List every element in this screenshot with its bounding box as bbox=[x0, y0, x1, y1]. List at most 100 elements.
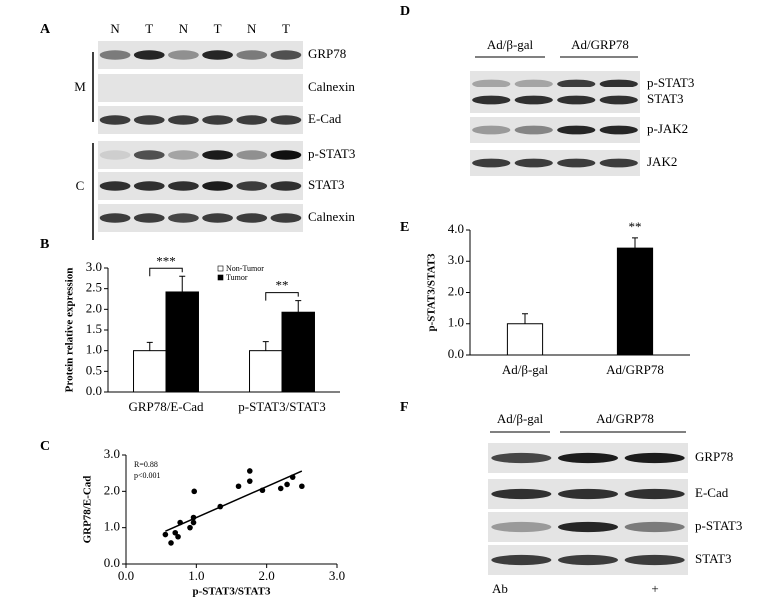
band bbox=[491, 521, 552, 533]
panel-letter: D bbox=[400, 4, 410, 19]
y-tick-label: 1.0 bbox=[104, 519, 120, 534]
trend-line bbox=[165, 470, 303, 532]
panel-letter: E bbox=[400, 220, 409, 235]
y-tick-label: 0.0 bbox=[86, 383, 102, 398]
band bbox=[514, 158, 553, 168]
point bbox=[259, 487, 266, 494]
lane-label: T bbox=[214, 21, 222, 36]
band bbox=[99, 181, 131, 191]
band bbox=[472, 95, 511, 105]
band bbox=[133, 150, 165, 160]
row-label: p-STAT3 bbox=[308, 146, 355, 161]
blot-strip bbox=[98, 74, 303, 102]
legend-swatch bbox=[217, 274, 224, 281]
band bbox=[557, 158, 596, 168]
y-axis-label: Protein relative expression bbox=[64, 268, 76, 393]
band bbox=[558, 554, 618, 566]
band bbox=[599, 79, 638, 89]
annotation: p<0.001 bbox=[134, 471, 161, 480]
blot-strip bbox=[98, 172, 303, 200]
band bbox=[202, 50, 233, 60]
x-tick-label: p-STAT3/STAT3 bbox=[238, 399, 325, 414]
sig-bracket bbox=[149, 267, 183, 277]
band bbox=[514, 79, 553, 89]
panel-letter: B bbox=[40, 237, 49, 252]
row-label: STAT3 bbox=[308, 177, 345, 192]
lane-label: T bbox=[282, 21, 290, 36]
x-tick-label: 1.0 bbox=[188, 568, 204, 583]
x-axis-label: p-STAT3/STAT3 bbox=[192, 586, 271, 598]
bar bbox=[281, 311, 315, 393]
band bbox=[236, 115, 268, 125]
x-tick-label: GRP78/E-Cad bbox=[128, 399, 204, 414]
fraction-label: M bbox=[74, 79, 86, 94]
lane-label: N bbox=[247, 21, 257, 36]
row-label: STAT3 bbox=[695, 551, 732, 566]
y-tick-label: 4.0 bbox=[448, 221, 464, 236]
error-bar bbox=[522, 313, 528, 324]
band bbox=[168, 150, 199, 160]
blot-strip bbox=[98, 141, 303, 169]
band bbox=[99, 50, 131, 60]
band bbox=[133, 181, 165, 191]
y-tick-label: 1.0 bbox=[86, 342, 102, 357]
error-bar bbox=[146, 341, 153, 351]
error-bar bbox=[262, 341, 269, 351]
band bbox=[491, 488, 552, 500]
y-tick-label: 2.0 bbox=[104, 482, 120, 497]
band bbox=[624, 452, 685, 464]
row-label: p-STAT3 bbox=[647, 75, 694, 90]
point bbox=[299, 483, 305, 490]
sig-label: ** bbox=[629, 219, 642, 234]
lane-label: N bbox=[110, 21, 120, 36]
band bbox=[624, 488, 685, 500]
point bbox=[217, 503, 224, 510]
y-tick-label: 0.0 bbox=[448, 346, 464, 361]
band bbox=[99, 150, 131, 160]
point bbox=[175, 533, 181, 540]
band bbox=[202, 181, 233, 191]
band bbox=[558, 488, 618, 500]
point bbox=[191, 488, 198, 495]
row-label: E-Cad bbox=[308, 111, 342, 126]
point bbox=[162, 531, 169, 538]
band bbox=[472, 79, 511, 89]
point bbox=[177, 519, 183, 526]
row-label: JAK2 bbox=[647, 154, 677, 169]
band bbox=[514, 95, 553, 105]
bar bbox=[249, 350, 283, 393]
band bbox=[557, 125, 596, 135]
band bbox=[472, 158, 511, 168]
group-label: Ad/β-gal bbox=[497, 411, 544, 426]
point bbox=[277, 485, 284, 492]
sig-bracket bbox=[265, 292, 299, 301]
legend-label: Non-Tumor bbox=[226, 264, 264, 273]
band bbox=[202, 115, 233, 125]
y-tick-label: 0.5 bbox=[86, 362, 102, 377]
y-tick-label: 0.0 bbox=[104, 555, 120, 570]
x-tick-label: Ad/β-gal bbox=[502, 362, 549, 377]
error-bar bbox=[295, 300, 302, 313]
y-tick-label: 3.0 bbox=[86, 259, 102, 274]
legend-label: Tumor bbox=[226, 273, 248, 282]
band bbox=[168, 50, 199, 60]
panel-letter: F bbox=[400, 400, 409, 415]
y-tick-label: 2.5 bbox=[86, 280, 102, 295]
point bbox=[284, 481, 290, 488]
band bbox=[557, 79, 596, 89]
point bbox=[168, 540, 174, 546]
y-axis-label: p-STAT3/STAT3 bbox=[426, 253, 438, 332]
lane-label: N bbox=[179, 21, 189, 36]
legend-swatch bbox=[217, 265, 224, 272]
row-label: Calnexin bbox=[308, 79, 355, 94]
band bbox=[491, 452, 552, 464]
row-label: GRP78 bbox=[695, 449, 733, 464]
point bbox=[190, 514, 197, 521]
band bbox=[99, 115, 131, 125]
band bbox=[599, 95, 638, 105]
bar bbox=[133, 350, 167, 393]
band bbox=[236, 150, 268, 160]
band bbox=[168, 181, 199, 191]
band bbox=[599, 158, 638, 168]
group-label: Ad/GRP78 bbox=[571, 37, 629, 52]
